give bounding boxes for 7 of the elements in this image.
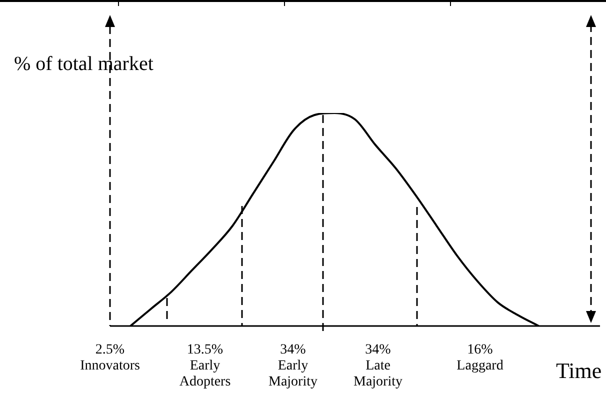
text: 34% Late Majority: [354, 342, 402, 390]
text: 16% Laggard: [456, 342, 504, 374]
text: 2.5% Innovators: [80, 342, 140, 374]
text: 13.5% Early Adopters: [179, 342, 231, 390]
text: 34% Early Majority: [268, 342, 318, 390]
y-axis-title: % of total market: [14, 53, 154, 75]
x-axis-title: Time: [556, 358, 602, 383]
